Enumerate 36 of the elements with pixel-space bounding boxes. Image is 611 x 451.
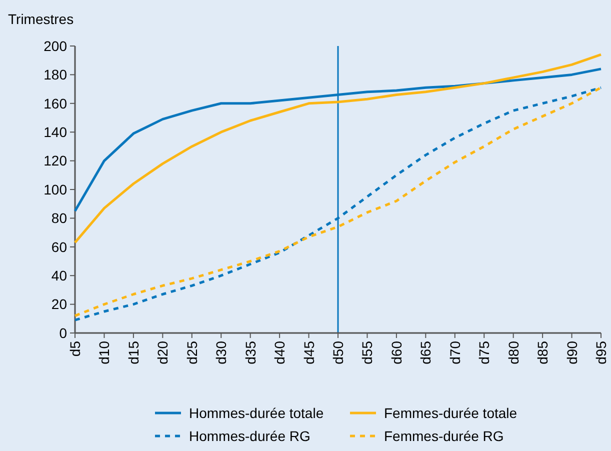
- y-tick-label: 60: [51, 238, 68, 255]
- x-tick-label: d40: [272, 340, 288, 364]
- x-tick-label: d65: [418, 340, 434, 364]
- x-tick-label: d70: [446, 340, 463, 364]
- x-tick-label: d75: [476, 340, 492, 364]
- y-tick-label: 100: [44, 181, 68, 198]
- y-tick-label: 0: [59, 324, 68, 341]
- y-tick-label: 180: [44, 66, 68, 83]
- x-tick-label: d95: [593, 340, 609, 364]
- line-series: [74, 53, 602, 244]
- x-tick-label: d10: [96, 340, 112, 364]
- x-tick-label: d25: [184, 340, 200, 364]
- legend-label: Femmes-durée RG: [384, 428, 504, 444]
- x-tick-label: d45: [300, 340, 317, 364]
- x-tick-label: d20: [154, 340, 171, 364]
- x-tick-label: d5: [67, 340, 83, 357]
- x-tick-label: d30: [213, 340, 230, 364]
- x-tick-label: d50: [330, 340, 346, 364]
- y-tick-label: 160: [44, 95, 68, 112]
- y-axis-title: Trimestres: [8, 11, 74, 27]
- y-tick-label: 40: [51, 268, 68, 284]
- y-tick-label: 80: [51, 210, 68, 226]
- y-tick-label: 200: [44, 38, 68, 54]
- legend-label: Hommes-durée RG: [189, 428, 310, 444]
- x-tick-label: d85: [534, 340, 551, 364]
- legend-label: Femmes-durée totale: [384, 404, 518, 421]
- x-tick-label: d60: [388, 340, 404, 364]
- legend-label: Hommes-durée totale: [189, 404, 324, 421]
- x-tick-label: d80: [505, 340, 522, 364]
- x-tick-label: d90: [564, 340, 580, 364]
- y-tick-label: 20: [51, 296, 68, 312]
- x-tick-label: d55: [359, 340, 376, 364]
- y-tick-label: 140: [44, 124, 68, 140]
- x-tick-label: d35: [242, 340, 258, 364]
- y-tick-label: 120: [44, 152, 68, 169]
- x-tick-label: d15: [125, 340, 142, 364]
